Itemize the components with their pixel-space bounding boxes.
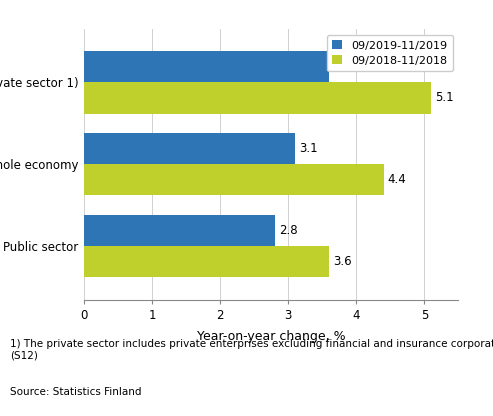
Text: Source: Statistics Finland: Source: Statistics Finland (10, 387, 141, 397)
Text: 3.6: 3.6 (333, 255, 352, 268)
Bar (84, 215, 275, 246)
Bar (84, 164, 384, 196)
Bar (84, 51, 329, 82)
Bar (84, 133, 295, 164)
Legend: 09/2019-11/2019, 09/2018-11/2018: 09/2019-11/2019, 09/2018-11/2018 (327, 35, 453, 71)
Text: 2.8: 2.8 (279, 224, 297, 237)
Text: 1) The private sector includes private enterprises excluding financial and insur: 1) The private sector includes private e… (10, 339, 493, 361)
Bar (84, 82, 431, 114)
Text: 4.4: 4.4 (387, 173, 406, 186)
Bar (84, 246, 329, 277)
X-axis label: Year-on-year change, %: Year-on-year change, % (197, 330, 346, 343)
Text: 5.1: 5.1 (435, 92, 454, 104)
Text: 3.6: 3.6 (333, 60, 352, 73)
Text: 3.1: 3.1 (299, 142, 317, 155)
